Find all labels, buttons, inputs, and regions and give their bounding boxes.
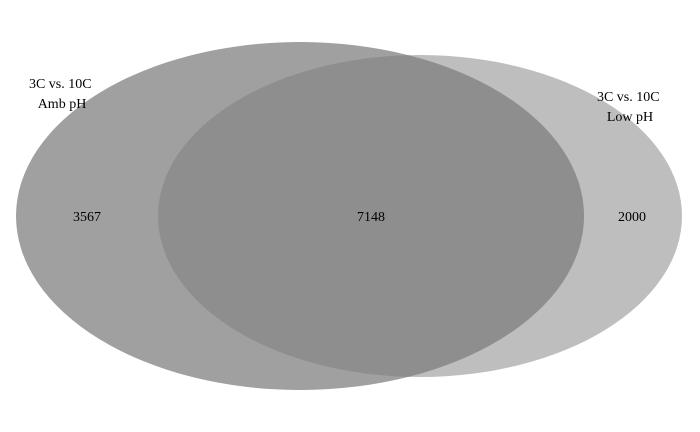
count-left-only: 3567 bbox=[73, 210, 101, 225]
set-label-low-ph-line-2: Low pH bbox=[607, 110, 653, 125]
set-label-amb-ph-line-1: 3C vs. 10C bbox=[29, 77, 92, 92]
count-right-only: 2000 bbox=[618, 210, 646, 225]
count-intersection: 7148 bbox=[357, 210, 385, 225]
intersection-region bbox=[158, 55, 584, 377]
set-label-amb-ph: 3C vs. 10C Amb pH bbox=[29, 77, 95, 112]
set-label-amb-ph-line-2: Amb pH bbox=[38, 97, 87, 112]
set-label-low-ph-line-1: 3C vs. 10C bbox=[597, 90, 660, 105]
set-label-low-ph: 3C vs. 10C Low pH bbox=[597, 90, 663, 125]
